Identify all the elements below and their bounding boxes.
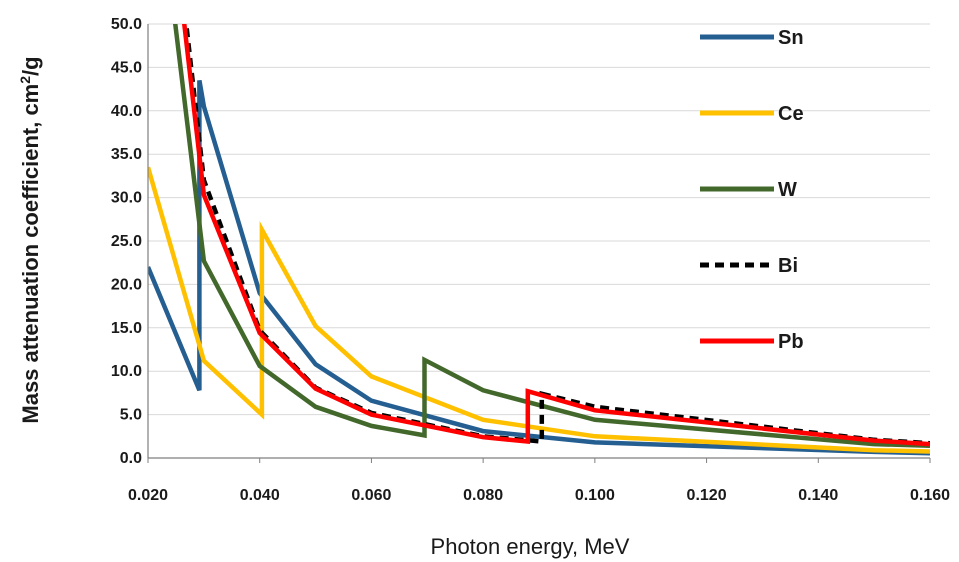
- legend-label-w: W: [778, 179, 797, 201]
- y-gridlines: [148, 23, 930, 416]
- y-axis-title-sup: 2: [17, 76, 33, 84]
- x-tick-label: 0.120: [687, 487, 727, 504]
- y-tick-label: 10.0: [111, 363, 142, 380]
- y-tick-label: 25.0: [111, 233, 142, 250]
- y-axis-title-main: Mass attenuation coefficient, cm: [18, 84, 43, 424]
- legend-label-bi: Bi: [778, 255, 798, 277]
- x-tick-label: 0.160: [910, 487, 950, 504]
- y-tick-labels: 0.0 5.0 10.0 15.0 20.0 25.0 30.0 35.0 40.0 45.0 50…: [111, 16, 142, 467]
- y-axis-title: Mass attenuation coefficient, cm2/g: [17, 56, 43, 423]
- y-tick-label: 35.0: [111, 146, 142, 163]
- series-line-w: [173, 24, 930, 449]
- x-tick-label: 0.080: [463, 487, 503, 504]
- series-line-sn: [148, 80, 930, 456]
- y-tick-label: 0.0: [120, 450, 142, 467]
- legend-label-ce: Ce: [778, 103, 804, 125]
- legend: Sn Ce W Bi Pb: [700, 27, 804, 353]
- series-line-ce: [148, 166, 930, 454]
- legend-label-sn: Sn: [778, 27, 804, 49]
- x-tick-labels: 0.020 0.040 0.060 0.080 0.100 0.120 0.140 0.160: [128, 487, 950, 504]
- series-lines: [148, 24, 930, 456]
- series-line-bi: [183, 24, 930, 446]
- y-axis-title-tail: /g: [18, 56, 43, 76]
- y-tick-label: 20.0: [111, 276, 142, 293]
- series-line-pb: [182, 24, 930, 447]
- x-tick-label: 0.140: [798, 487, 838, 504]
- y-tick-label: 15.0: [111, 320, 142, 337]
- x-axis-title: Photon energy, MeV: [431, 534, 630, 559]
- y-tick-label: 5.0: [120, 407, 142, 424]
- x-tick-label: 0.100: [575, 487, 615, 504]
- y-tick-label: 50.0: [111, 16, 142, 33]
- x-tick-label: 0.060: [351, 487, 391, 504]
- y-tick-label: 40.0: [111, 103, 142, 120]
- x-tick-label: 0.040: [240, 487, 280, 504]
- x-tick-label: 0.020: [128, 487, 168, 504]
- legend-label-pb: Pb: [778, 331, 804, 353]
- y-tick-label: 30.0: [111, 190, 142, 207]
- axes: [147, 24, 931, 463]
- y-tick-label: 45.0: [111, 59, 142, 76]
